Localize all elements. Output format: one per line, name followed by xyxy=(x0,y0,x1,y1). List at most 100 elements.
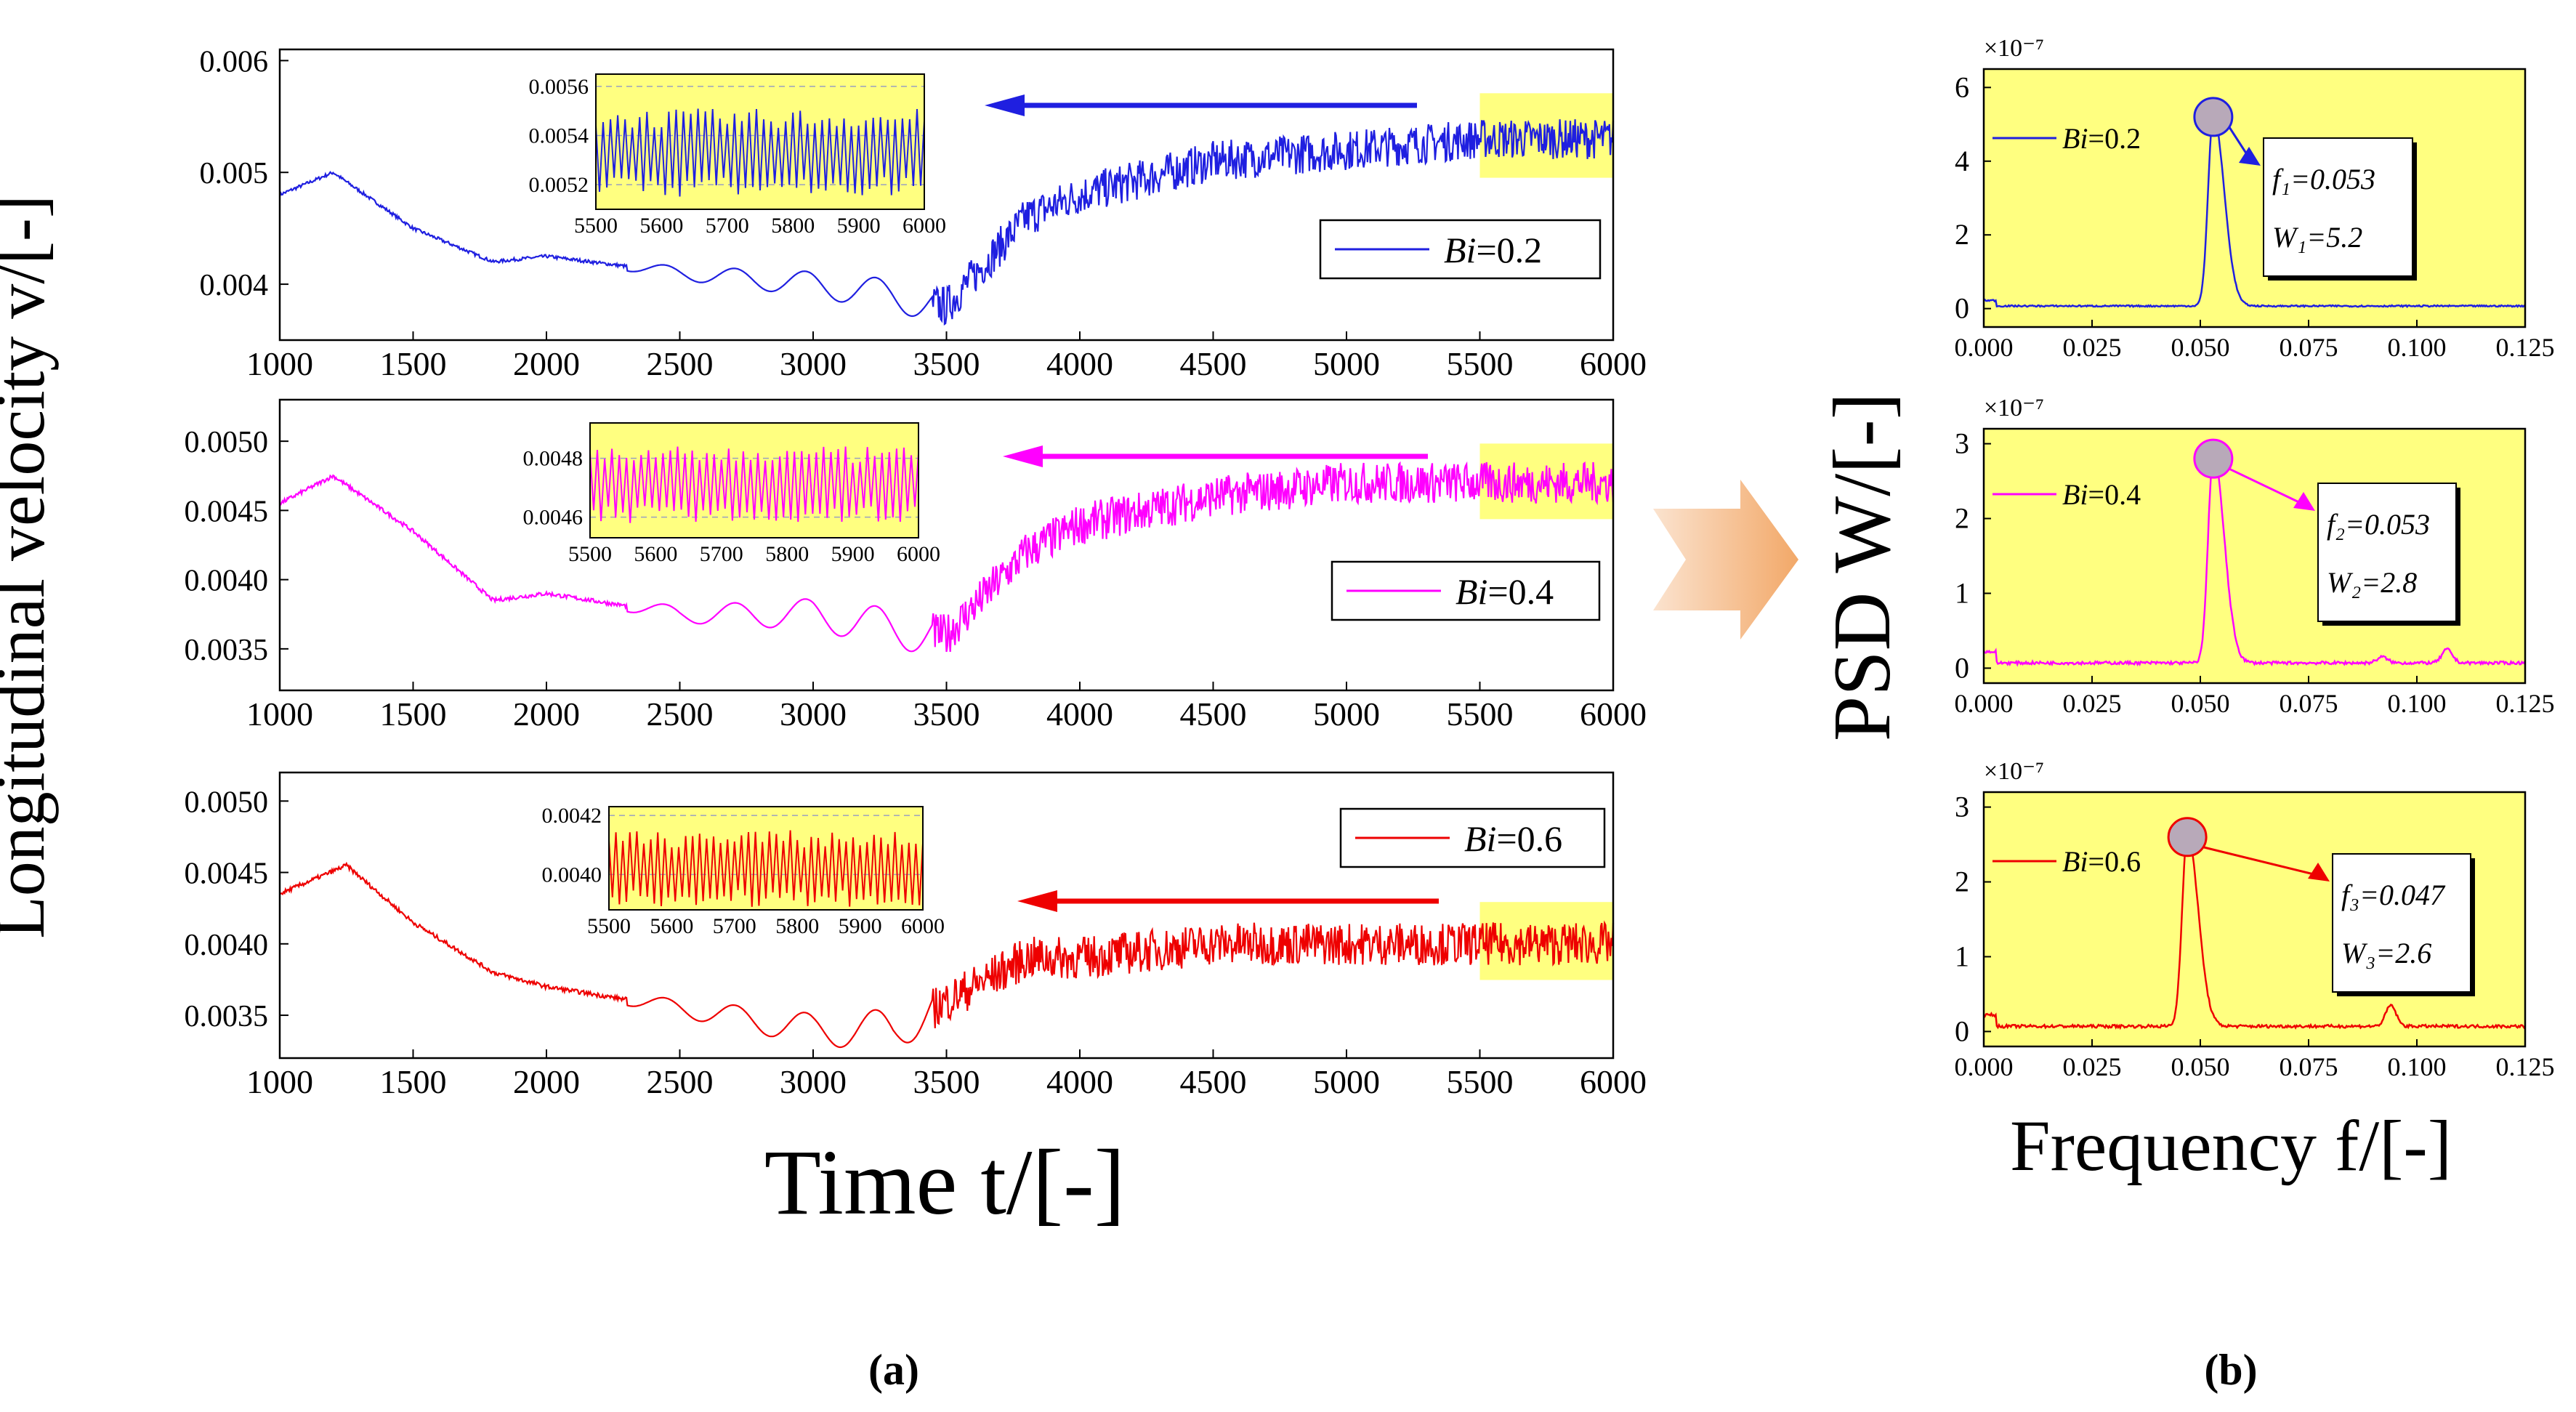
inset-x-tick-label: 5900 xyxy=(837,214,881,238)
x-tick-label: 3000 xyxy=(780,345,847,382)
x-tick-label: 4000 xyxy=(1046,345,1113,382)
caption-b: (b) xyxy=(2204,1346,2257,1394)
peak-power-label: W₃=2.6 xyxy=(2341,937,2431,969)
y-tick-label: 0 xyxy=(1955,1014,1969,1047)
peak-marker xyxy=(2167,817,2208,858)
y-tick-label: 0.0040 xyxy=(185,929,269,962)
x-tick-label: 0.100 xyxy=(2388,1052,2447,1081)
inset-x-tick-label: 5500 xyxy=(574,214,618,238)
x-tick-label: 5000 xyxy=(1313,1063,1380,1100)
x-tick-label: 0.125 xyxy=(2496,333,2555,362)
x-tick-label: 2500 xyxy=(647,695,714,733)
y-tick-label: 3 xyxy=(1955,791,1969,823)
y-tick-label: 0.005 xyxy=(200,157,269,190)
arrowhead-icon xyxy=(1017,890,1057,912)
x-tick-label: 5500 xyxy=(1447,1063,1514,1100)
y-tick-label: 0.0045 xyxy=(185,858,269,891)
x-tick-label: 5000 xyxy=(1313,695,1380,733)
y-tick-label: 1 xyxy=(1955,576,1969,609)
x-tick-label: 0.050 xyxy=(2171,1052,2230,1081)
x-tick-label: 1500 xyxy=(380,345,447,382)
frequency-xlabel: Frequency f/[-] xyxy=(2010,1105,2452,1186)
psd-background xyxy=(1984,69,2525,327)
psd-multiplier: ×10⁻⁷ xyxy=(1984,395,2044,421)
legend-label: Bi=0.6 xyxy=(2062,845,2141,878)
y-tick-label: 0.0040 xyxy=(185,565,269,598)
inset-x-tick-label: 6000 xyxy=(903,214,946,238)
x-tick-label: 4500 xyxy=(1180,1063,1247,1100)
x-tick-label: 1500 xyxy=(380,695,447,733)
velocity-panel-vel_bi04: 1000 1500 2000 2500 3000 3500 4000 4500 5000 5500… xyxy=(185,398,1647,733)
inset-y-tick-label: 0.0046 xyxy=(523,506,584,530)
x-tick-label: 1000 xyxy=(246,1063,313,1100)
annotation-arrow xyxy=(2229,467,2306,507)
x-tick-label: 2000 xyxy=(513,695,580,733)
x-tick-label: 2500 xyxy=(647,1063,714,1100)
psd-frame xyxy=(1982,427,2527,685)
y-tick-label: 0.004 xyxy=(200,269,269,302)
x-tick-label: 1000 xyxy=(246,345,313,382)
legend-label: Bi=0.4 xyxy=(2062,478,2141,511)
x-tick-label: 0.100 xyxy=(2388,333,2447,362)
inset-frame xyxy=(595,73,925,210)
psd-line xyxy=(1983,828,2527,1030)
y-tick-label: 1 xyxy=(1955,940,1969,972)
inset-x-tick-label: 5600 xyxy=(639,214,683,238)
inset-y-tick-label: 0.0040 xyxy=(542,863,602,887)
time-xlabel: Time t/[-] xyxy=(764,1131,1126,1234)
peak-power-label: W₁=5.2 xyxy=(2272,221,2362,254)
velocity-panel-vel_bi02: 1000 1500 2000 2500 3000 3500 4000 4500 5000 5500… xyxy=(200,45,1647,382)
annotation-box xyxy=(2317,483,2457,622)
legend-label: Bi=0.4 xyxy=(1455,571,1554,612)
x-tick-label: 2500 xyxy=(647,345,714,382)
inset-x-tick-label: 5800 xyxy=(775,914,819,938)
inset-x-tick-label: 5800 xyxy=(765,542,809,566)
x-tick-label: 4000 xyxy=(1046,1063,1113,1100)
peak-power-label: W₂=2.8 xyxy=(2327,566,2417,599)
x-tick-label: 3500 xyxy=(913,1063,980,1100)
inset-x-tick-label: 5700 xyxy=(713,914,756,938)
y-tick-label: 2 xyxy=(1955,866,1969,898)
y-tick-label: 2 xyxy=(1955,502,1969,535)
annotation-box xyxy=(2263,137,2413,277)
velocity-panel-vel_bi06: 1000 1500 2000 2500 3000 3500 4000 4500 5000 5500… xyxy=(185,771,1647,1100)
annotation-arrowhead-icon xyxy=(2239,147,2261,166)
x-tick-label: 0.050 xyxy=(2171,333,2230,362)
annotation-arrowhead-icon xyxy=(2293,492,2315,511)
x-tick-label: 0.075 xyxy=(2280,333,2338,362)
y-tick-label: 0 xyxy=(1955,292,1969,325)
inset-frame xyxy=(608,806,924,911)
x-tick-label: 0.075 xyxy=(2280,689,2338,718)
x-tick-label: 2000 xyxy=(513,345,580,382)
inset-y-tick-label: 0.0042 xyxy=(542,804,602,828)
psd-line xyxy=(1983,111,2526,309)
inset-y-tick-label: 0.0056 xyxy=(529,75,589,99)
velocity-line xyxy=(278,119,1615,326)
annotation-box xyxy=(2332,853,2471,993)
psd-panel-psd_bi04: 0.000 0.025 0.050 0.075 0.100 0.125 0 1 2 3 ×10⁻⁷ B… xyxy=(1955,395,2555,718)
arrowhead-icon xyxy=(1003,445,1043,467)
x-tick-label: 0.100 xyxy=(2388,689,2447,718)
inset-x-tick-label: 5800 xyxy=(771,214,815,238)
psd-line xyxy=(1982,453,2527,667)
psd-ylabel: PSD W/[-] xyxy=(1817,392,1907,741)
x-tick-label: 4000 xyxy=(1046,695,1113,733)
inset-x-tick-label: 6000 xyxy=(897,542,940,566)
x-tick-label: 0.075 xyxy=(2280,1052,2338,1081)
inset-y-tick-label: 0.0054 xyxy=(529,124,589,148)
x-tick-label: 3500 xyxy=(913,345,980,382)
peak-frequency-label: f₂=0.053 xyxy=(2327,508,2430,541)
caption-a: (a) xyxy=(868,1346,919,1394)
peak-frequency-label: f₃=0.047 xyxy=(2341,879,2446,911)
psd-frame xyxy=(1982,791,2527,1048)
x-tick-label: 0.000 xyxy=(1955,333,2014,362)
x-tick-label: 1000 xyxy=(246,695,313,733)
arrowhead-icon xyxy=(985,94,1025,116)
inset-x-tick-label: 5700 xyxy=(706,214,749,238)
y-tick-label: 4 xyxy=(1955,145,1969,177)
annotation-arrow xyxy=(2202,846,2320,877)
inset-line xyxy=(608,830,924,907)
psd-frame xyxy=(1982,68,2527,328)
y-tick-label: 0.0050 xyxy=(185,426,269,459)
